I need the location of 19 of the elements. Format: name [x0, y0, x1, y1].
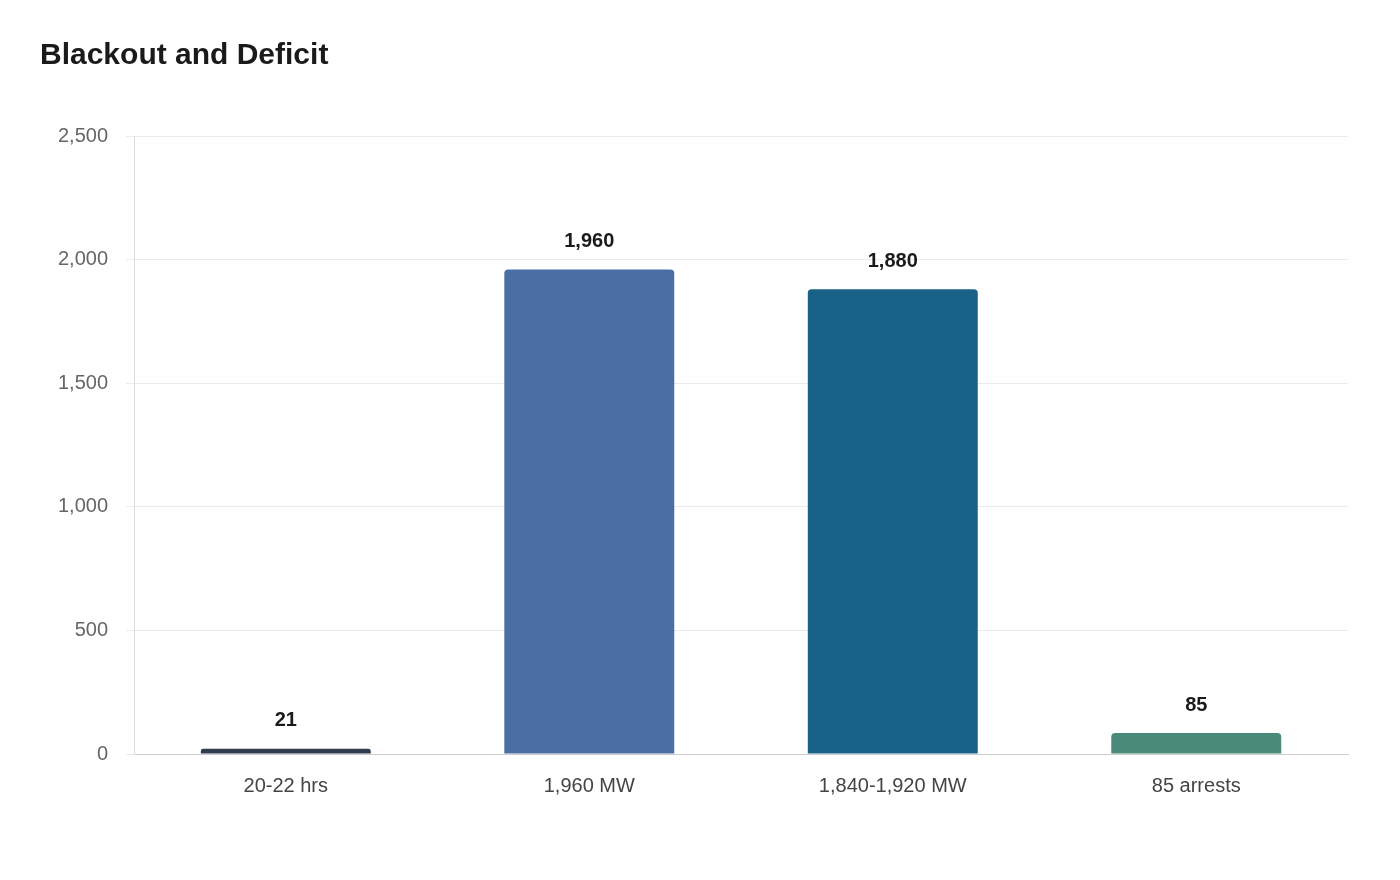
y-tick-label: 2,500 — [57, 123, 109, 146]
data-label: 21 — [274, 708, 297, 731]
x-tick-label: 85 arrests — [1151, 773, 1241, 796]
data-label: 85 — [1185, 692, 1208, 715]
bar — [1111, 732, 1282, 754]
data-label: 1,960 — [564, 229, 615, 251]
x-tick-label: 1,960 MW — [543, 773, 635, 796]
y-tick-label: 500 — [74, 617, 109, 640]
y-tick-label: 1,500 — [57, 370, 109, 393]
y-tick-label: 0 — [96, 741, 109, 764]
bar — [200, 748, 371, 754]
bar — [504, 269, 675, 754]
chart-title: Blackout and Deficit — [40, 37, 329, 71]
y-tick-label: 2,000 — [57, 247, 109, 270]
y-tick-label: 1,000 — [57, 494, 109, 517]
bar — [807, 289, 978, 754]
data-label: 1,880 — [867, 248, 918, 271]
x-tick-label: 20-22 hrs — [243, 773, 329, 796]
x-tick-label: 1,840-1,920 MW — [818, 773, 967, 796]
